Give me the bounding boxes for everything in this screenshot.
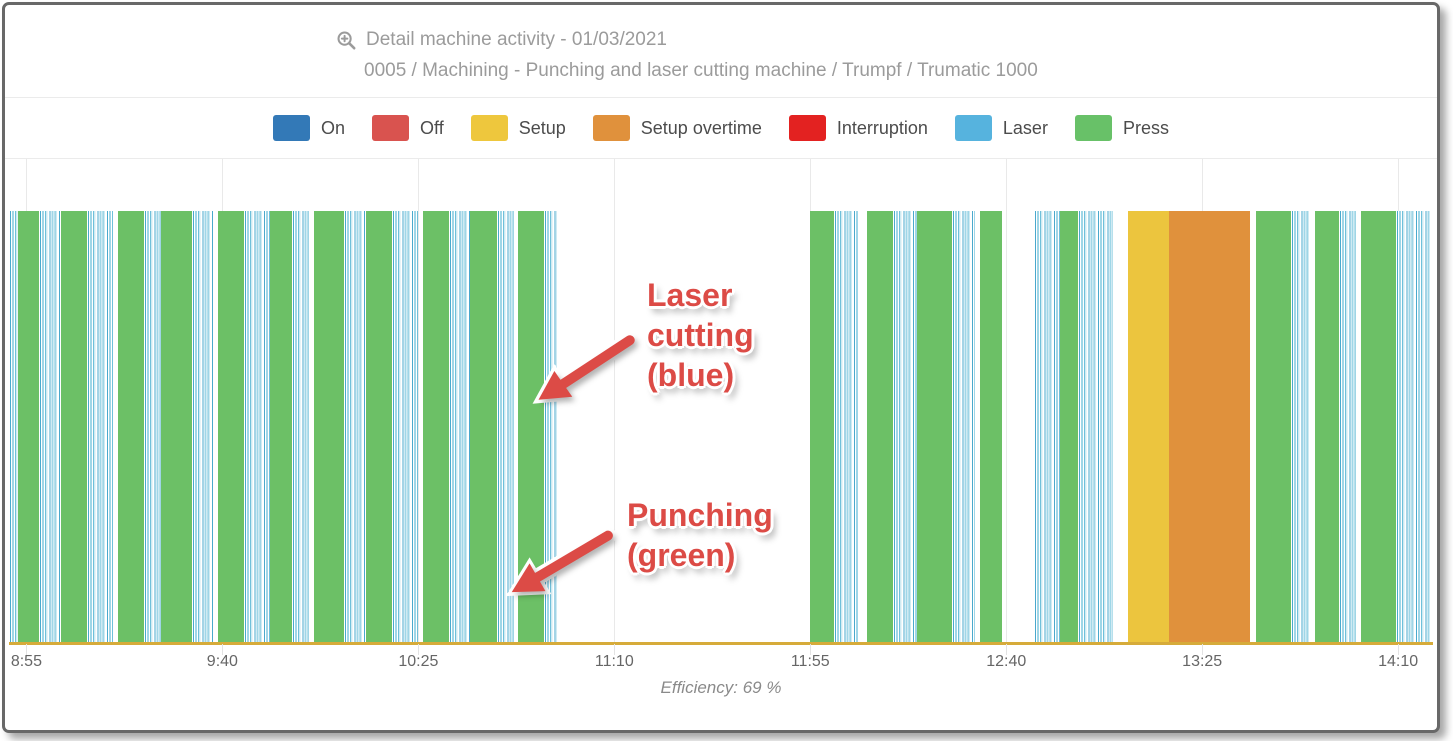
timeline-segment-press[interactable] <box>518 211 545 642</box>
legend-swatch-setup_overtime <box>592 115 630 141</box>
legend-item-off[interactable]: Off <box>372 115 444 141</box>
timeline-segment-laser[interactable] <box>1034 211 1061 642</box>
gridline <box>1006 159 1008 642</box>
timeline-segment-off <box>1430 211 1432 642</box>
timeline-segment-press[interactable] <box>1360 211 1396 642</box>
chart-title: Detail machine activity - 01/03/2021 <box>366 29 667 50</box>
plot-area <box>9 159 1433 645</box>
legend-item-press[interactable]: Press <box>1074 115 1169 141</box>
timeline-segment-laser[interactable] <box>496 211 514 642</box>
legend-label: On <box>321 117 346 138</box>
tick-mark <box>614 644 616 655</box>
legend-label: Setup <box>518 117 566 138</box>
legend-swatch-laser <box>954 115 992 141</box>
timeline-segment-press[interactable] <box>270 211 292 642</box>
legend-item-interruption[interactable]: Interruption <box>788 115 928 141</box>
timeline-segment-laser[interactable] <box>892 211 917 642</box>
x-tick-label: 14:10 <box>1378 653 1419 670</box>
legend-label: Setup overtime <box>640 117 762 138</box>
timeline-segment-laser[interactable] <box>191 211 214 642</box>
timeline-segment-press[interactable] <box>1060 211 1078 642</box>
timeline-segment-laser[interactable] <box>1338 211 1357 642</box>
legend-label: Press <box>1122 117 1169 138</box>
timeline-segment-press[interactable] <box>17 211 40 642</box>
header-divider <box>5 97 1437 98</box>
zoom-in-icon[interactable] <box>336 30 357 51</box>
timeline-segment-laser[interactable] <box>392 211 419 642</box>
timeline-segment-laser[interactable] <box>344 211 366 642</box>
timeline-segment-laser[interactable] <box>244 211 271 642</box>
x-tick-label: 11:55 <box>790 653 830 670</box>
legend-swatch-off <box>372 115 410 141</box>
chart-subtitle: 0005 / Machining - Punching and laser cu… <box>364 60 1038 81</box>
x-tick-label: 12:40 <box>986 653 1027 670</box>
timeline-segment-press[interactable] <box>810 211 834 642</box>
legend-item-setup[interactable]: Setup <box>470 115 566 141</box>
timeline-segment-press[interactable] <box>313 211 345 642</box>
legend-swatch-setup <box>470 115 508 141</box>
timeline-segment-press[interactable] <box>365 211 393 642</box>
chart-legend: On Off Setup Setup overtime Interruption Lase… <box>5 98 1437 158</box>
timeline-segment-laser[interactable] <box>143 211 162 642</box>
timeline-segment-press[interactable] <box>866 211 893 642</box>
timeline-segment-laser[interactable] <box>1395 211 1431 642</box>
timeline-segment-press[interactable] <box>61 211 88 642</box>
legend-item-setup_overtime[interactable]: Setup overtime <box>592 115 762 141</box>
efficiency-label: Efficiency: 69 % <box>660 678 782 697</box>
timeline-segment-setup_overtime[interactable] <box>1169 211 1250 642</box>
x-tick-label: 8:55 <box>10 653 42 670</box>
timeline-segment-off <box>1113 211 1128 642</box>
x-tick-label: 9:40 <box>206 653 238 670</box>
timeline-segment-laser[interactable] <box>448 211 471 642</box>
timeline-segment-laser[interactable] <box>544 211 558 642</box>
tick-mark <box>1398 644 1400 655</box>
timeline-segment-laser[interactable] <box>87 211 114 642</box>
tick-mark <box>418 644 420 655</box>
legend-label: Interruption <box>836 117 928 138</box>
tick-mark <box>810 644 812 655</box>
legend-swatch-press <box>1074 115 1112 141</box>
timeline-segment-press[interactable] <box>1315 211 1339 642</box>
legend-swatch-on <box>273 115 311 141</box>
chart-window: Detail machine activity - 01/03/2021 000… <box>2 2 1440 733</box>
timeline-segment-laser[interactable] <box>833 211 858 642</box>
tick-mark <box>1006 644 1008 655</box>
x-tick-label: 10:25 <box>398 653 439 670</box>
timeline-segment-laser[interactable] <box>1077 211 1113 642</box>
legend-label: Laser <box>1002 117 1048 138</box>
timeline-segment-laser[interactable] <box>951 211 976 642</box>
timeline-segment-press[interactable] <box>422 211 449 642</box>
tick-mark <box>26 644 28 655</box>
x-axis: 8:55 9:40 10:25 11:10 11:55 12:40 13:25 14:10 <box>9 644 1433 673</box>
gridline <box>418 159 420 642</box>
timeline-bars <box>9 211 1433 642</box>
tick-mark <box>1202 644 1204 655</box>
chart-header: Detail machine activity - 01/03/2021 000… <box>5 5 1437 82</box>
gridline <box>614 159 616 642</box>
timeline-segment-press[interactable] <box>217 211 245 642</box>
legend-divider <box>5 158 1437 159</box>
legend-label: Off <box>420 117 444 138</box>
legend-item-on[interactable]: On <box>273 115 345 141</box>
tick-mark <box>222 644 224 655</box>
timeline-segment-press[interactable] <box>916 211 952 642</box>
timeline-segment-off <box>557 211 810 642</box>
timeline-segment-press[interactable] <box>979 211 1002 642</box>
timeline-segment-setup[interactable] <box>1127 211 1170 642</box>
timeline-segment-press[interactable] <box>117 211 144 642</box>
timeline-segment-laser[interactable] <box>291 211 310 642</box>
timeline-segment-laser[interactable] <box>1291 211 1311 642</box>
legend-swatch-interruption <box>788 115 826 141</box>
legend-item-laser[interactable]: Laser <box>954 115 1048 141</box>
timeline-segment-press[interactable] <box>161 211 192 642</box>
x-tick-label: 11:10 <box>594 653 634 670</box>
timeline-segment-laser[interactable] <box>39 211 62 642</box>
timeline-segment-off <box>858 211 867 642</box>
x-tick-label: 13:25 <box>1182 653 1223 670</box>
timeline-segment-off <box>1002 211 1035 642</box>
timeline-segment-press[interactable] <box>1256 211 1292 642</box>
timeline-segment-press[interactable] <box>470 211 497 642</box>
timeline-segment-laser[interactable] <box>9 211 18 642</box>
